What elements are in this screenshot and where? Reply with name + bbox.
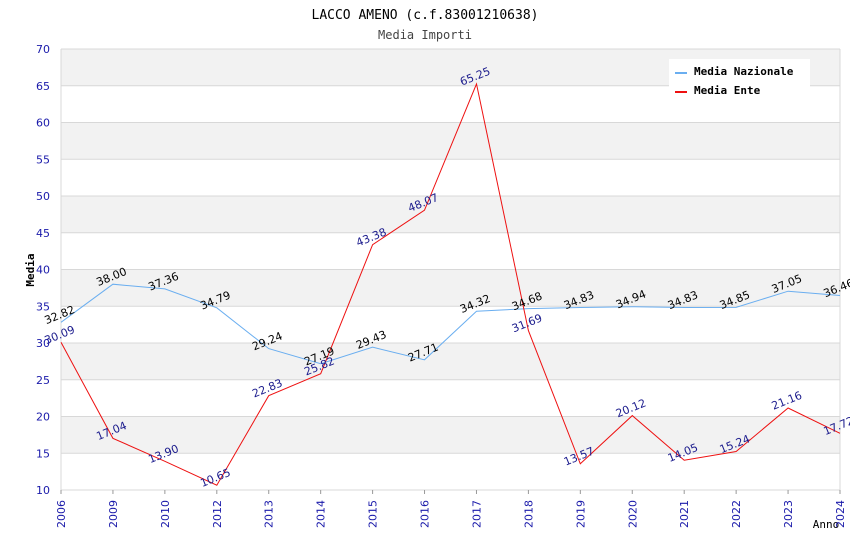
x-tick-label: 2021 bbox=[678, 500, 691, 528]
x-tick-label: 2013 bbox=[263, 500, 276, 528]
y-tick-label: 30 bbox=[36, 337, 50, 350]
series-line-media-nazionale bbox=[60, 283, 841, 365]
y-tick-label: 60 bbox=[36, 117, 50, 130]
y-tick-label: 35 bbox=[36, 300, 50, 313]
x-tick-label: 2023 bbox=[782, 500, 795, 528]
x-tick-label: 2022 bbox=[730, 500, 743, 528]
x-tick-label: 2010 bbox=[159, 500, 172, 528]
x-axis-label: Anno bbox=[813, 518, 840, 531]
data-label-media-ente: 10.65 bbox=[198, 466, 232, 490]
x-tick-label: 2024 bbox=[834, 500, 847, 528]
plot-background-bands bbox=[61, 49, 840, 454]
y-tick-label: 65 bbox=[36, 80, 50, 93]
series-line-media-ente bbox=[60, 82, 841, 486]
x-tick-label: 2012 bbox=[211, 500, 224, 528]
grid-band bbox=[61, 269, 840, 307]
y-tick-label: 15 bbox=[36, 447, 50, 460]
y-tick-label: 10 bbox=[36, 484, 50, 497]
series-layer bbox=[60, 82, 841, 486]
data-label-media-ente: 31.69 bbox=[510, 311, 544, 335]
x-tick-label: 2006 bbox=[55, 500, 68, 528]
y-tick-label: 50 bbox=[36, 190, 50, 203]
grid-band bbox=[61, 122, 840, 160]
x-tick-label: 2019 bbox=[574, 500, 587, 528]
grid-band bbox=[61, 196, 840, 233]
x-tick-label: 2017 bbox=[470, 500, 483, 528]
y-tick-label: 70 bbox=[36, 43, 50, 56]
legend: Media Nazionale Media Ente bbox=[669, 59, 810, 100]
y-axis-label: Media bbox=[24, 253, 37, 286]
legend-label-media-ente: Media Ente bbox=[694, 84, 761, 97]
gridlines bbox=[60, 48, 841, 491]
x-axis-ticks: 2006 2009 2010 2012 2013 2014 2015 2016 2017 2018… bbox=[55, 490, 847, 528]
x-tick-label: 2016 bbox=[419, 500, 432, 528]
x-tick-label: 2020 bbox=[626, 500, 639, 528]
y-tick-label: 40 bbox=[36, 264, 50, 277]
chart-title: LACCO AMENO (c.f.83001210638) bbox=[312, 8, 539, 23]
y-tick-label: 55 bbox=[36, 153, 50, 166]
legend-box bbox=[669, 59, 810, 100]
legend-label-media-nazionale: Media Nazionale bbox=[694, 65, 794, 78]
x-tick-label: 2014 bbox=[315, 500, 328, 528]
y-tick-label: 20 bbox=[36, 411, 50, 424]
x-tick-label: 2015 bbox=[367, 500, 380, 528]
x-tick-label: 2009 bbox=[107, 500, 120, 528]
y-tick-label: 25 bbox=[36, 374, 50, 387]
chart-subtitle: Media Importi bbox=[378, 28, 472, 42]
y-axis-ticks: 10 15 20 25 30 35 40 45 50 55 60 65 70 bbox=[36, 43, 50, 497]
y-tick-label: 45 bbox=[36, 227, 50, 240]
grid-band bbox=[61, 416, 840, 454]
x-tick-label: 2018 bbox=[522, 500, 535, 528]
grid-band bbox=[61, 343, 840, 380]
